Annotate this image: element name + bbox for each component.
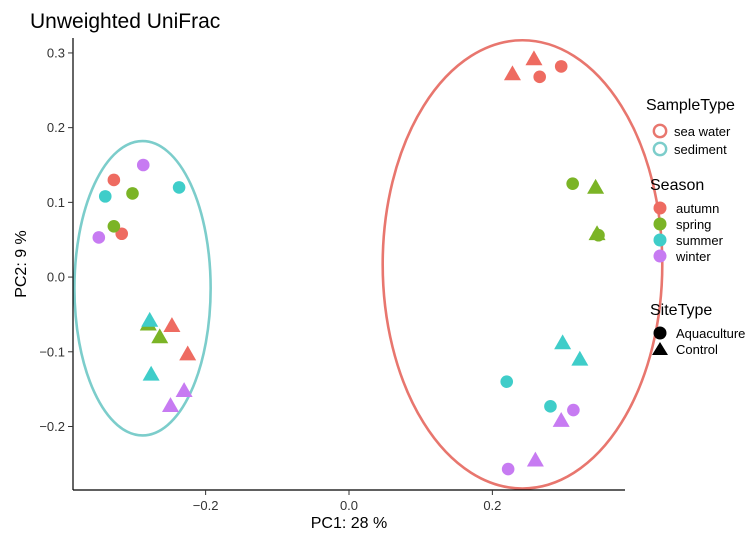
point-summer-aquaculture <box>98 190 112 203</box>
plot-area: −0.2 0.0 0.2 0.3 0.2 0.1 0.0 −0.1 −0.2 <box>39 38 664 513</box>
point-spring-aquaculture <box>107 219 121 233</box>
y-tick-label: 0.0 <box>47 270 65 285</box>
ellipse-layer <box>73 38 664 490</box>
legend-key-sediment <box>652 141 668 157</box>
legend-item-control: Control <box>652 342 718 357</box>
point-summer-control <box>554 334 572 350</box>
y-tick-label: 0.3 <box>47 45 65 60</box>
point-spring-aquaculture <box>566 177 579 190</box>
legend-item-summer: summer <box>653 233 724 248</box>
legend-key-autumn <box>653 201 667 215</box>
point-autumn-control <box>503 65 521 81</box>
point-spring-control <box>588 225 606 241</box>
legend-key-control-triangle <box>652 342 668 355</box>
y-axis-ticks: 0.3 0.2 0.1 0.0 −0.1 −0.2 <box>39 45 73 434</box>
point-spring-control <box>587 178 605 194</box>
legend-title-sitetype: SiteType <box>650 302 712 319</box>
point-winter-control <box>161 397 179 412</box>
legend-label-aquaculture: Aquaculture <box>676 326 745 341</box>
y-tick-label: −0.1 <box>39 344 65 359</box>
legend-label-sediment: sediment <box>674 142 727 157</box>
point-summer-control <box>142 365 160 381</box>
point-winter-aquaculture <box>501 462 515 476</box>
point-autumn-aquaculture <box>107 173 121 187</box>
confidence-ellipse-sediment <box>73 139 212 437</box>
legend-item-sediment: sediment <box>652 141 727 157</box>
legend-title-season: Season <box>650 177 704 194</box>
point-winter-aquaculture <box>567 403 580 417</box>
y-tick-label: 0.1 <box>47 195 65 210</box>
y-axis-label: PC2: 9 % <box>13 230 30 298</box>
legend-item-spring: spring <box>653 217 711 232</box>
legend-label-winter: winter <box>675 249 711 264</box>
point-autumn-control <box>179 345 197 361</box>
legend-key-sea-water <box>652 123 668 139</box>
legend-item-autumn: autumn <box>653 201 719 216</box>
chart-title: Unweighted UniFrac <box>30 10 220 33</box>
legend-label-sea-water: sea water <box>674 124 731 139</box>
legend-item-aquaculture: Aquaculture <box>653 326 745 341</box>
legend-key-spring <box>653 217 667 231</box>
legend-key-summer <box>653 233 667 247</box>
point-summer-aquaculture <box>172 181 186 194</box>
point-spring-control <box>151 328 169 344</box>
x-tick-label: −0.2 <box>193 498 219 513</box>
x-tick-label: 0.2 <box>483 498 501 513</box>
point-spring-aquaculture <box>126 187 139 200</box>
legend: SampleType sea water sediment Season aut… <box>646 97 745 357</box>
legend-label-control: Control <box>676 342 718 357</box>
x-axis-label: PC1: 28 % <box>311 515 387 532</box>
point-summer-aquaculture <box>544 400 557 413</box>
point-winter-control <box>175 382 193 398</box>
y-tick-label: −0.2 <box>39 419 65 434</box>
point-autumn-control <box>525 50 543 66</box>
point-summer-control <box>571 350 589 366</box>
x-axis-ticks: −0.2 0.0 0.2 <box>193 490 501 513</box>
confidence-ellipse-sea-water <box>381 38 664 490</box>
point-winter-control <box>552 412 570 427</box>
legend-item-sea-water: sea water <box>652 123 731 139</box>
point-winter-control <box>526 451 544 467</box>
point-autumn-aquaculture <box>533 70 546 84</box>
legend-label-spring: spring <box>676 217 711 232</box>
point-winter-aquaculture <box>136 158 150 172</box>
legend-key-winter <box>653 249 667 263</box>
point-winter-aquaculture <box>92 231 106 244</box>
point-autumn-aquaculture <box>115 227 129 241</box>
point-summer-control <box>141 311 159 327</box>
point-layer <box>92 50 606 476</box>
legend-label-autumn: autumn <box>676 201 719 216</box>
y-tick-label: 0.2 <box>47 120 65 135</box>
point-autumn-control <box>163 317 181 333</box>
legend-key-aquaculture-circle <box>653 326 667 340</box>
point-autumn-aquaculture <box>554 60 568 73</box>
legend-item-winter: winter <box>653 249 711 264</box>
x-tick-label: 0.0 <box>340 498 358 513</box>
legend-label-summer: summer <box>676 233 724 248</box>
point-summer-aquaculture <box>500 375 514 388</box>
legend-title-sampletype: SampleType <box>646 97 735 114</box>
